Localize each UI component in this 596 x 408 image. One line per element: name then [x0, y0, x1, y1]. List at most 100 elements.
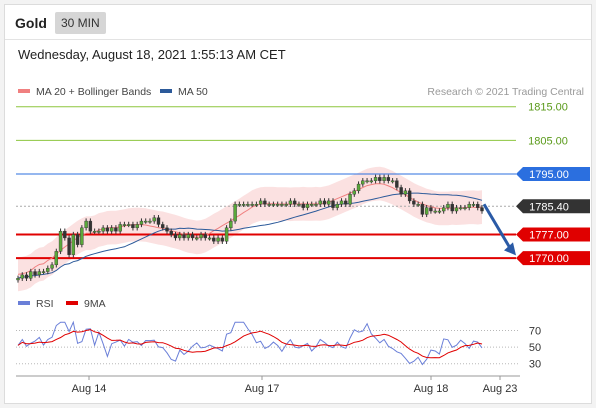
- candle: [41, 271, 46, 273]
- candle: [361, 180, 365, 185]
- level-tag: [516, 199, 590, 214]
- candle: [165, 227, 169, 232]
- candle: [88, 220, 93, 232]
- x-tick-label: Aug 17: [245, 383, 280, 395]
- candle: [369, 180, 374, 183]
- candle: [331, 200, 335, 208]
- candle: [101, 227, 105, 232]
- candle: [476, 204, 480, 208]
- candle: [395, 180, 399, 188]
- level-label: 1795.00: [529, 169, 569, 181]
- rsi-level-label: 50: [529, 342, 541, 354]
- candle: [399, 187, 403, 195]
- candle: [437, 210, 442, 213]
- timestamp: Wednesday, August 18, 2021 1:55:13 AM CE…: [18, 47, 286, 62]
- candle: [429, 207, 433, 212]
- candle: [190, 234, 195, 239]
- candle: [135, 224, 139, 229]
- candle: [327, 200, 331, 205]
- candle: [348, 193, 352, 205]
- candle: [373, 177, 378, 181]
- candle: [280, 204, 284, 206]
- level-label: 1770.00: [529, 253, 569, 265]
- candle: [305, 204, 310, 208]
- candle: [54, 251, 59, 266]
- candle: [169, 230, 173, 235]
- candle: [126, 224, 131, 226]
- candle: [271, 204, 276, 206]
- candle: [37, 271, 41, 276]
- candle: [450, 204, 454, 212]
- candle: [216, 237, 220, 242]
- candle: [297, 204, 301, 206]
- candle: [152, 217, 156, 222]
- rsi-ma-line: [17, 329, 483, 359]
- legend-label: 9MA: [84, 298, 106, 310]
- legend-label: MA 50: [178, 86, 208, 98]
- candle: [105, 227, 110, 232]
- candle: [365, 180, 369, 183]
- candle: [233, 204, 237, 222]
- candle: [161, 224, 165, 229]
- candle: [382, 177, 386, 181]
- forecast-arrow-head: [504, 242, 516, 256]
- candle: [386, 177, 391, 181]
- candle: [199, 234, 203, 239]
- candle: [63, 230, 67, 239]
- x-tick-label: Aug 23: [483, 383, 518, 395]
- candle: [173, 234, 178, 239]
- candle: [122, 224, 127, 226]
- candle: [46, 267, 50, 272]
- credit-text: Research © 2021 Trading Central: [427, 86, 584, 98]
- candle: [182, 234, 186, 239]
- candle: [29, 271, 33, 279]
- candle: [344, 200, 348, 205]
- candle: [84, 220, 88, 229]
- candle: [33, 271, 37, 276]
- bollinger-band: [18, 166, 482, 292]
- candle: [144, 220, 148, 223]
- candle: [480, 207, 484, 212]
- candle: [356, 183, 361, 192]
- candle: [301, 204, 305, 208]
- candle: [109, 227, 114, 232]
- rsi-level-label: 30: [529, 359, 541, 371]
- candle: [441, 207, 446, 212]
- candle: [118, 224, 122, 232]
- candle: [195, 237, 199, 240]
- candle: [463, 207, 467, 210]
- candle: [322, 200, 327, 205]
- candle: [250, 204, 254, 206]
- timeframe-button[interactable]: 30 MIN: [55, 12, 106, 34]
- chart-header: Gold 30 MIN: [5, 5, 591, 40]
- candle: [92, 230, 97, 233]
- candle: [424, 207, 429, 215]
- level-tag: [516, 227, 590, 242]
- candle: [292, 200, 297, 205]
- candle: [310, 204, 314, 206]
- candle: [224, 227, 229, 242]
- candle: [390, 180, 395, 183]
- candle: [258, 200, 263, 205]
- candle: [267, 204, 271, 206]
- level-label: 1815.00: [528, 102, 568, 114]
- candle: [263, 200, 267, 205]
- candle: [446, 204, 450, 208]
- candle: [403, 190, 408, 195]
- legend-label: MA 20 + Bollinger Bands: [36, 86, 151, 98]
- candle: [339, 200, 344, 205]
- legend-swatch: [160, 89, 172, 93]
- candle: [467, 204, 471, 208]
- candle: [75, 234, 80, 245]
- candle: [433, 210, 437, 213]
- candle: [352, 190, 356, 195]
- candle: [131, 224, 135, 229]
- candle: [275, 204, 280, 206]
- candle: [314, 204, 318, 206]
- level-label: 1785.40: [529, 201, 569, 213]
- candle: [471, 204, 476, 206]
- candle: [50, 264, 54, 269]
- candle: [212, 237, 216, 242]
- candle: [67, 237, 71, 255]
- level-label: 1777.00: [529, 230, 569, 242]
